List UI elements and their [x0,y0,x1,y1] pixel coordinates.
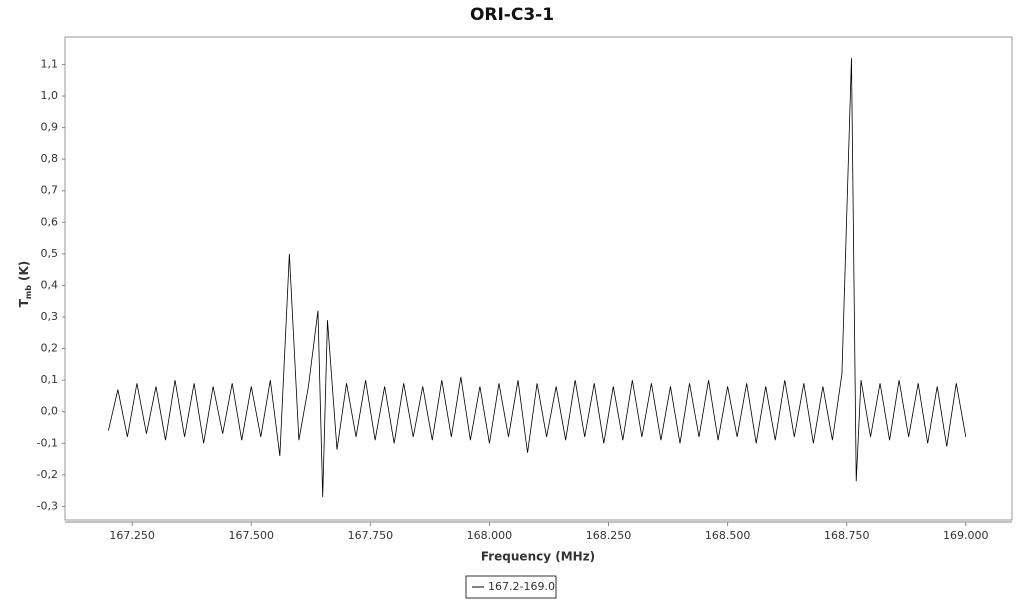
x-tick-label: 167.750 [348,529,394,542]
x-axis-title: Frequency (MHz) [481,550,595,564]
x-tick-label: 167.250 [109,529,155,542]
x-tick-label: 168.250 [586,529,632,542]
y-tick-label: 0,1 [41,373,59,386]
x-tick-label: 168.000 [467,529,513,542]
y-axis-title-sub: mb [24,285,33,299]
x-tick-label: 168.750 [824,529,870,542]
x-tick-label: 168.500 [705,529,751,542]
y-tick-label: 0,2 [41,342,59,355]
legend-label: 167.2-169.0 [488,580,555,593]
y-tick-label: 0,8 [41,152,59,165]
legend-box [465,575,557,599]
y-tick-label: 0,6 [41,215,59,228]
y-tick-label: -0,2 [37,468,58,481]
y-axis-title: Tmb (K) [17,261,33,308]
y-tick-label: 0,4 [41,278,59,291]
y-tick-label: 0,5 [41,247,59,260]
y-tick-label: 0,7 [41,184,59,197]
y-tick-label: 0,9 [41,121,59,134]
y-tick-label: 1,1 [41,57,59,70]
x-tick-label: 169.000 [943,529,989,542]
y-tick-label: -0,3 [37,499,58,512]
x-tick-label: 167.500 [229,529,275,542]
y-tick-label: -0,1 [37,436,58,449]
chart-title: ORI-C3-1 [470,5,554,25]
plot-frame [64,36,1013,521]
y-tick-label: 1,0 [41,89,59,102]
y-tick-label: 0,0 [41,405,59,418]
y-axis-title-unit: (K) [17,261,31,281]
spectrum-line [107,58,967,497]
y-tick-label: 0,3 [41,310,59,323]
y-axis-title-main: T [17,298,31,307]
